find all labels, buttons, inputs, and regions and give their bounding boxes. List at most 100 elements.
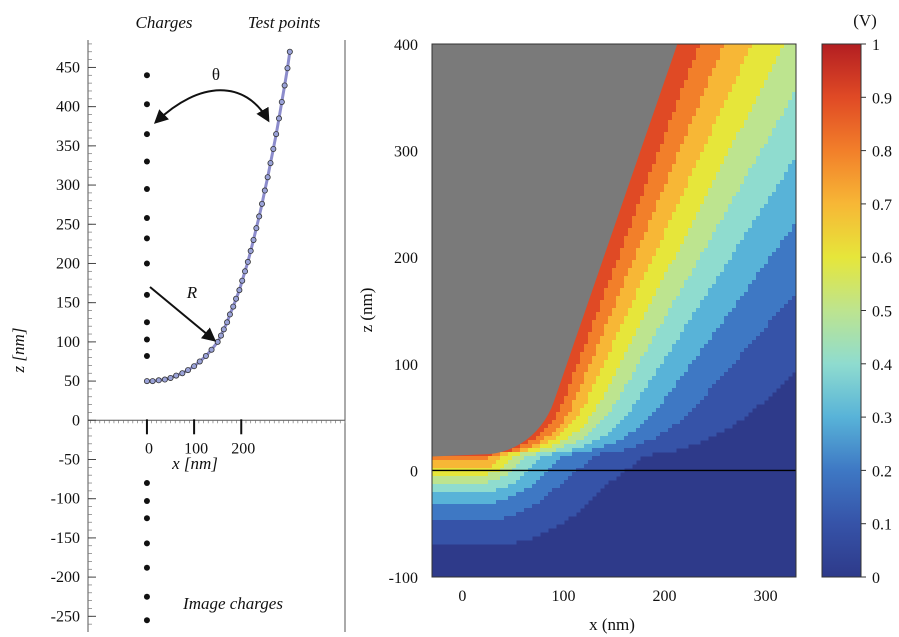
- band-cell: [768, 88, 773, 93]
- band-cell: [760, 56, 765, 61]
- band-cell: [720, 52, 725, 57]
- band-cell: [760, 48, 765, 53]
- band-cell: [716, 148, 721, 153]
- band-cell: [716, 152, 721, 157]
- band-cell: [668, 152, 673, 157]
- band-cell: [736, 68, 741, 73]
- band-cell: [728, 224, 733, 229]
- band-cell: [668, 120, 673, 125]
- band-cell: [728, 172, 733, 177]
- band-cell: [748, 116, 753, 121]
- band-cell: [672, 212, 677, 217]
- band-cell: [744, 80, 749, 85]
- band-cell: [652, 128, 657, 133]
- band-cell: [760, 80, 765, 85]
- band-cell: [624, 220, 629, 225]
- image-charge-point: [143, 480, 150, 487]
- band-cell: [636, 184, 641, 189]
- band-cell: [792, 168, 796, 173]
- band-cell: [760, 96, 765, 101]
- band-cell: [720, 92, 725, 97]
- band-cell: [776, 96, 781, 101]
- band-cell: [700, 172, 705, 177]
- band-cell: [720, 56, 725, 61]
- band-cell: [680, 52, 685, 57]
- band-cell: [704, 84, 709, 89]
- band-cell: [692, 84, 697, 89]
- band-cell: [696, 92, 701, 97]
- test-point: [247, 247, 254, 254]
- band-cell: [764, 96, 769, 101]
- band-cell: [780, 64, 785, 69]
- band-cell: [700, 152, 705, 157]
- band-cell: [768, 212, 773, 217]
- band-cell: [756, 216, 761, 221]
- band-cell: [660, 136, 665, 141]
- band-cell: [780, 224, 785, 229]
- band-cell: [784, 48, 789, 53]
- band-cell: [692, 248, 697, 253]
- band-cell: [660, 172, 665, 177]
- band-cell: [716, 100, 721, 105]
- band-cell: [708, 136, 713, 141]
- band-cell: [768, 64, 773, 69]
- band-cell: [716, 244, 721, 249]
- band-cell: [644, 184, 649, 189]
- band-cell: [780, 236, 785, 241]
- band-cell: [708, 88, 713, 93]
- band-cell: [760, 240, 765, 245]
- band-cell: [632, 180, 637, 185]
- band-cell: [608, 244, 613, 249]
- band-cell: [712, 220, 717, 225]
- band-cell: [628, 236, 633, 241]
- band-cell: [756, 132, 761, 137]
- band-cell: [756, 160, 761, 165]
- band-cell: [712, 148, 717, 153]
- band-cell: [688, 168, 693, 173]
- band-cell: [676, 144, 681, 149]
- band-cell: [724, 244, 729, 249]
- band-cell: [676, 160, 681, 165]
- band-cell: [680, 48, 685, 53]
- band-cell: [744, 240, 749, 245]
- band-cell: [688, 88, 693, 93]
- band-cell: [788, 216, 793, 221]
- band-cell: [664, 140, 669, 145]
- band-cell: [624, 200, 629, 205]
- band-cell: [648, 200, 653, 205]
- band-cell: [764, 116, 769, 121]
- band-cell: [664, 148, 669, 153]
- band-cell: [764, 84, 769, 89]
- band-cell: [760, 188, 765, 193]
- band-cell: [748, 72, 753, 77]
- band-cell: [668, 160, 673, 165]
- test-point: [273, 131, 280, 138]
- band-cell: [720, 120, 725, 125]
- band-cell: [744, 184, 749, 189]
- band-cell: [640, 212, 645, 217]
- band-cell: [772, 124, 777, 129]
- band-cell: [744, 196, 749, 201]
- band-cell: [736, 216, 741, 221]
- band-cell: [700, 136, 705, 141]
- band-cell: [736, 180, 741, 185]
- band-cell: [744, 84, 749, 89]
- band-cell: [744, 76, 749, 81]
- band-cell: [696, 172, 701, 177]
- band-cell: [700, 96, 705, 101]
- band-cell: [764, 220, 769, 225]
- band-cell: [716, 140, 721, 145]
- band-cell: [760, 172, 765, 177]
- band-cell: [676, 140, 681, 145]
- band-cell: [680, 140, 685, 145]
- band-cell: [704, 60, 709, 65]
- band-cell: [624, 240, 629, 245]
- band-cell: [680, 224, 685, 229]
- band-cell: [672, 248, 677, 253]
- band-cell: [740, 92, 745, 97]
- band-cell: [708, 236, 713, 241]
- band-cell: [676, 64, 681, 69]
- band-cell: [744, 180, 749, 185]
- band-cell: [728, 56, 733, 61]
- band-cell: [708, 204, 713, 209]
